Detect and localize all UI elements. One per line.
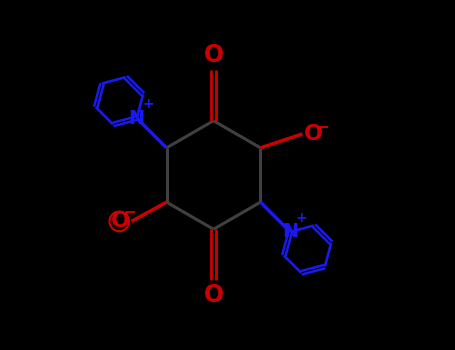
Text: O: O — [304, 124, 323, 144]
Text: +: + — [295, 211, 307, 225]
Text: O: O — [203, 43, 223, 67]
Text: O: O — [203, 283, 223, 307]
Text: N: N — [282, 222, 298, 241]
Text: −: − — [123, 205, 136, 220]
Text: −: − — [315, 117, 329, 135]
Text: N: N — [129, 108, 145, 128]
Text: +: + — [142, 97, 154, 111]
Text: O: O — [111, 211, 130, 231]
